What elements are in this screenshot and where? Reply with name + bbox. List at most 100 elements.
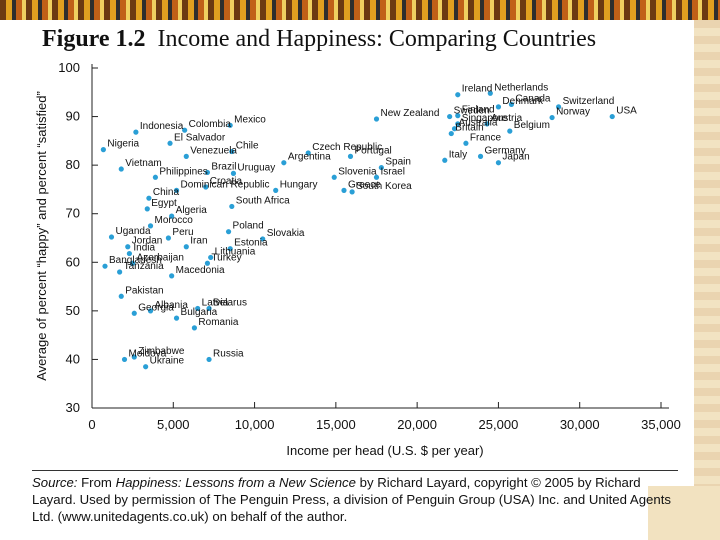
point-label: Lithuania bbox=[215, 246, 256, 257]
data-point bbox=[507, 128, 513, 134]
data-point bbox=[183, 153, 189, 159]
point-label: Ireland bbox=[462, 84, 493, 95]
point-label: Dominican Republic bbox=[181, 179, 270, 190]
source-divider bbox=[32, 470, 678, 471]
point-label: Uganda bbox=[116, 226, 151, 237]
data-point bbox=[165, 235, 172, 241]
point-label: El Salvador bbox=[174, 132, 226, 143]
data-point bbox=[182, 127, 188, 133]
decorative-border-right bbox=[694, 20, 720, 540]
data-point bbox=[378, 164, 384, 171]
y-tick-label: 30 bbox=[66, 400, 80, 415]
y-axis-label: Average of percent “happy” and percent “… bbox=[34, 91, 49, 381]
point-label: Albania bbox=[155, 300, 189, 311]
data-point bbox=[173, 315, 180, 321]
data-point bbox=[331, 174, 337, 180]
data-point bbox=[143, 364, 149, 370]
x-tick-label: 25,000 bbox=[479, 417, 519, 432]
data-point bbox=[549, 114, 555, 121]
data-point bbox=[487, 90, 493, 96]
point-label: Britain bbox=[455, 123, 483, 134]
point-label: Algeria bbox=[176, 205, 208, 216]
point-label: Poland bbox=[233, 221, 264, 232]
chart-axes: 30 40 50 60 70 80 90 100 0 5,000 10,000 15,000 20,00… bbox=[58, 60, 681, 432]
point-label: Romania bbox=[198, 317, 238, 328]
data-point bbox=[230, 170, 237, 176]
data-point bbox=[260, 236, 266, 242]
point-label: Australia bbox=[459, 118, 498, 129]
point-label: New Zealand bbox=[381, 108, 440, 119]
data-point bbox=[349, 189, 355, 195]
point-label: South Korea bbox=[356, 181, 412, 192]
point-label: Switzerland bbox=[563, 96, 615, 107]
data-point bbox=[118, 293, 124, 299]
x-tick-label: 30,000 bbox=[560, 417, 600, 432]
data-point bbox=[167, 140, 173, 146]
point-label: USA bbox=[616, 106, 637, 117]
point-label: Macedonia bbox=[176, 265, 225, 276]
x-tick-label: 0 bbox=[88, 417, 95, 432]
data-point bbox=[448, 130, 454, 137]
point-label: Singapore bbox=[462, 113, 508, 124]
x-tick-label: 35,000 bbox=[641, 417, 681, 432]
data-point bbox=[495, 104, 502, 110]
data-point bbox=[125, 244, 131, 250]
point-label: Croatia bbox=[210, 176, 243, 187]
data-point bbox=[495, 160, 502, 166]
data-point bbox=[147, 308, 154, 314]
x-tick-label: 15,000 bbox=[316, 417, 356, 432]
data-point bbox=[477, 153, 484, 159]
data-point bbox=[229, 203, 235, 210]
point-label: Morocco bbox=[155, 215, 194, 226]
point-label: Pakistan bbox=[125, 285, 163, 296]
data-point bbox=[373, 174, 380, 180]
data-point bbox=[169, 273, 175, 279]
data-point bbox=[227, 122, 233, 128]
data-point bbox=[347, 153, 354, 159]
data-point bbox=[455, 121, 461, 127]
data-point bbox=[147, 223, 154, 229]
data-point bbox=[208, 254, 214, 261]
data-point bbox=[191, 325, 198, 331]
point-label: Tanzania bbox=[124, 261, 164, 272]
point-label: Sweden bbox=[454, 106, 490, 117]
x-tick-label: 10,000 bbox=[235, 417, 275, 432]
figure-title: Figure 1.2 Income and Happiness: Compari… bbox=[42, 26, 596, 53]
figure-title-text: Income and Happiness: Comparing Countrie… bbox=[157, 26, 597, 52]
data-point bbox=[281, 160, 287, 166]
point-label: Norway bbox=[556, 107, 590, 118]
data-point bbox=[118, 166, 124, 172]
x-tick-label: 20,000 bbox=[397, 417, 437, 432]
point-label: Latvia bbox=[202, 297, 229, 308]
source-note: Source: From Happiness: Lessons from a N… bbox=[32, 470, 678, 525]
data-point bbox=[146, 195, 152, 201]
x-tick-label: 5,000 bbox=[157, 417, 190, 432]
data-point bbox=[108, 234, 115, 240]
point-label: Italy bbox=[449, 149, 467, 160]
data-point bbox=[100, 147, 106, 153]
data-point bbox=[484, 121, 490, 127]
data-point bbox=[144, 206, 150, 212]
data-point bbox=[447, 113, 453, 120]
source-from: From bbox=[77, 475, 116, 490]
data-point bbox=[204, 169, 211, 176]
chart-points bbox=[100, 90, 615, 370]
point-label: Chile bbox=[236, 141, 259, 152]
data-point bbox=[455, 92, 461, 98]
y-tick-label: 70 bbox=[66, 206, 80, 221]
point-label: Portugal bbox=[354, 145, 391, 156]
data-point bbox=[203, 184, 209, 190]
point-label: Nigeria bbox=[107, 139, 139, 150]
y-tick-label: 60 bbox=[66, 254, 80, 269]
y-tick-label: 80 bbox=[66, 157, 80, 172]
point-label: Jordan bbox=[132, 236, 163, 247]
point-label: Georgia bbox=[138, 302, 174, 313]
scatter-chart: 30 40 50 60 70 80 90 100 0 5,000 10,000 15,000 20,00… bbox=[34, 60, 681, 458]
point-label: Estonia bbox=[234, 238, 268, 249]
data-point bbox=[273, 187, 279, 193]
point-label: Philippines bbox=[159, 166, 207, 177]
point-label: Spain bbox=[385, 157, 411, 168]
point-label: Moldova bbox=[129, 348, 167, 359]
data-point bbox=[442, 157, 448, 163]
